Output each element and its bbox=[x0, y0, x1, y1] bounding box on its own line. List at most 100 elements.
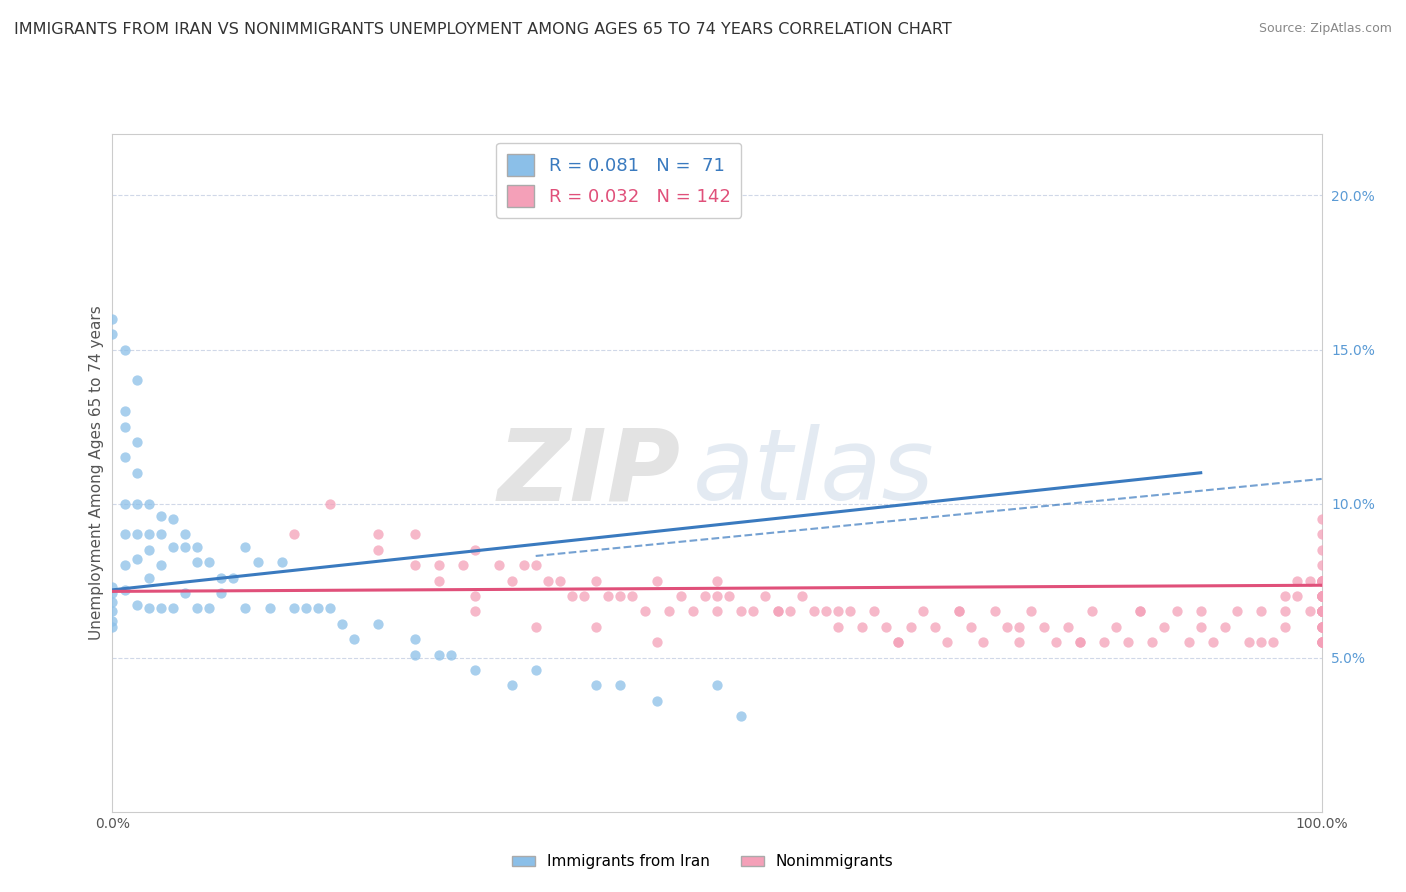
Point bbox=[235, 540, 257, 554]
Text: ZIP: ZIP bbox=[498, 425, 681, 521]
Point bbox=[162, 512, 184, 526]
Point bbox=[198, 601, 221, 615]
Point bbox=[524, 663, 547, 677]
Point bbox=[319, 601, 342, 615]
Point bbox=[174, 586, 197, 600]
Point bbox=[1189, 604, 1212, 618]
Point bbox=[174, 540, 197, 554]
Text: IMMIGRANTS FROM IRAN VS NONIMMIGRANTS UNEMPLOYMENT AMONG AGES 65 TO 74 YEARS COR: IMMIGRANTS FROM IRAN VS NONIMMIGRANTS UN… bbox=[14, 22, 952, 37]
Y-axis label: Unemployment Among Ages 65 to 74 years: Unemployment Among Ages 65 to 74 years bbox=[89, 305, 104, 640]
Point bbox=[682, 604, 704, 618]
Point bbox=[609, 678, 631, 692]
Point bbox=[633, 604, 655, 618]
Point bbox=[960, 620, 983, 634]
Point bbox=[246, 555, 269, 569]
Point bbox=[343, 632, 366, 647]
Point bbox=[1274, 604, 1296, 618]
Point bbox=[101, 580, 124, 594]
Point bbox=[283, 601, 305, 615]
Point bbox=[1166, 604, 1188, 618]
Point bbox=[1310, 620, 1333, 634]
Point bbox=[948, 604, 970, 618]
Point bbox=[125, 466, 148, 480]
Point bbox=[125, 434, 148, 449]
Point bbox=[114, 404, 136, 418]
Point bbox=[138, 527, 160, 541]
Point bbox=[1310, 604, 1333, 618]
Point bbox=[803, 604, 825, 618]
Point bbox=[1310, 620, 1333, 634]
Point bbox=[1310, 604, 1333, 618]
Point bbox=[585, 620, 607, 634]
Point bbox=[887, 635, 910, 649]
Point bbox=[367, 542, 389, 557]
Point bbox=[827, 620, 849, 634]
Point bbox=[911, 604, 934, 618]
Point bbox=[1213, 620, 1236, 634]
Point bbox=[1310, 604, 1333, 618]
Point bbox=[1310, 589, 1333, 603]
Point bbox=[451, 558, 474, 573]
Point bbox=[114, 497, 136, 511]
Point bbox=[875, 620, 897, 634]
Point bbox=[427, 648, 450, 662]
Point bbox=[464, 663, 486, 677]
Point bbox=[1142, 635, 1164, 649]
Point bbox=[367, 527, 389, 541]
Point bbox=[900, 620, 922, 634]
Point bbox=[114, 527, 136, 541]
Point bbox=[863, 604, 886, 618]
Point bbox=[1310, 620, 1333, 634]
Point bbox=[367, 616, 389, 631]
Legend: Immigrants from Iran, Nonimmigrants: Immigrants from Iran, Nonimmigrants bbox=[506, 848, 900, 875]
Point bbox=[138, 497, 160, 511]
Point bbox=[404, 632, 426, 647]
Point bbox=[730, 709, 752, 723]
Point bbox=[790, 589, 813, 603]
Point bbox=[464, 589, 486, 603]
Point bbox=[1310, 604, 1333, 618]
Point bbox=[1045, 635, 1067, 649]
Text: atlas: atlas bbox=[693, 425, 935, 521]
Point bbox=[1310, 604, 1333, 618]
Point bbox=[1153, 620, 1175, 634]
Point bbox=[512, 558, 534, 573]
Point bbox=[1129, 604, 1152, 618]
Point bbox=[669, 589, 692, 603]
Point bbox=[1105, 620, 1128, 634]
Point bbox=[283, 527, 305, 541]
Point bbox=[1310, 620, 1333, 634]
Point bbox=[1310, 574, 1333, 588]
Point bbox=[1274, 589, 1296, 603]
Point bbox=[307, 601, 329, 615]
Point bbox=[1310, 589, 1333, 603]
Point bbox=[887, 635, 910, 649]
Point bbox=[125, 552, 148, 566]
Point bbox=[1310, 604, 1333, 618]
Point bbox=[1310, 589, 1333, 603]
Point bbox=[1310, 589, 1333, 603]
Point bbox=[585, 574, 607, 588]
Point bbox=[839, 604, 862, 618]
Point bbox=[1250, 604, 1272, 618]
Point bbox=[706, 678, 728, 692]
Point bbox=[851, 620, 873, 634]
Point bbox=[1189, 620, 1212, 634]
Point bbox=[330, 616, 353, 631]
Point bbox=[1286, 589, 1309, 603]
Point bbox=[125, 527, 148, 541]
Point bbox=[1081, 604, 1104, 618]
Point bbox=[585, 678, 607, 692]
Point bbox=[1298, 604, 1320, 618]
Point bbox=[114, 419, 136, 434]
Point bbox=[186, 555, 208, 569]
Point bbox=[742, 604, 765, 618]
Point bbox=[1310, 635, 1333, 649]
Point bbox=[1177, 635, 1199, 649]
Point bbox=[209, 570, 232, 584]
Point bbox=[1310, 620, 1333, 634]
Point bbox=[754, 589, 776, 603]
Point bbox=[138, 542, 160, 557]
Point bbox=[488, 558, 510, 573]
Point bbox=[186, 540, 208, 554]
